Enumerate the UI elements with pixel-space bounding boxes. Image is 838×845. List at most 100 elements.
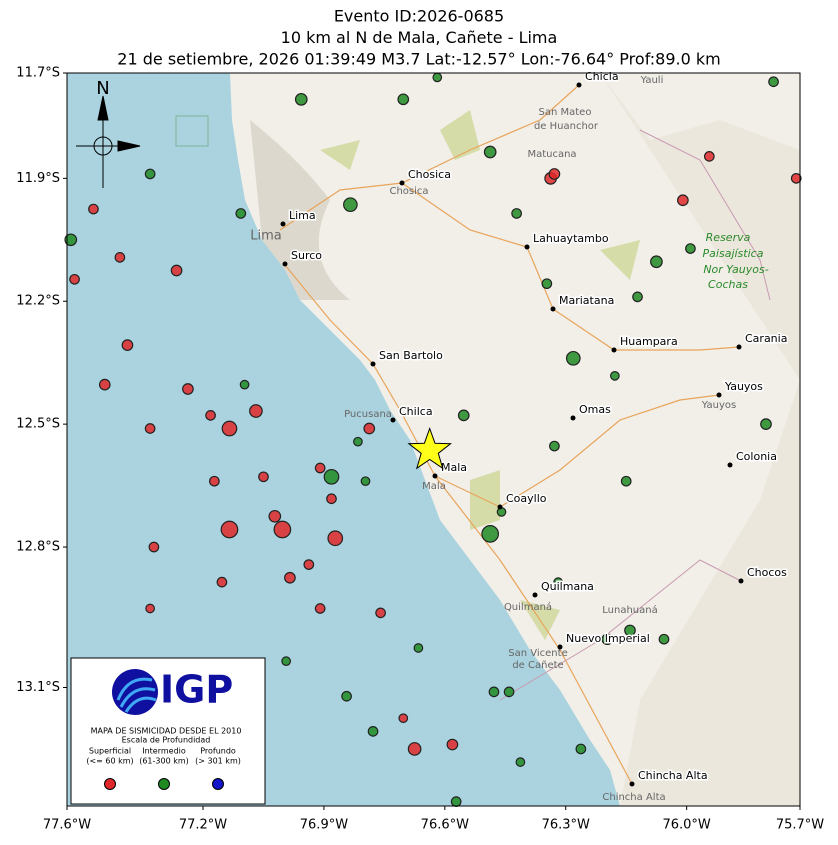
event-marker (397, 93, 410, 106)
event-marker (398, 713, 409, 724)
event-marker (541, 278, 553, 290)
event-marker (483, 145, 497, 159)
basemap-label: Lima (250, 229, 281, 244)
city-dot (629, 781, 635, 787)
legend-subtitle: Escala de Profundidad (122, 736, 211, 745)
legend: IGP MAPA DE SISMICIDAD DESDE EL 2010Escal… (70, 657, 266, 805)
event-marker (650, 255, 663, 269)
x-tick-label: 75.7°W (776, 818, 824, 833)
event-marker (685, 243, 696, 254)
event-marker (69, 273, 80, 285)
city-dot (280, 221, 286, 227)
legend-swatch (212, 778, 224, 790)
city-label: Chicla (585, 70, 619, 83)
city-dot (282, 261, 288, 267)
event-marker (249, 404, 263, 418)
city-dot (738, 578, 744, 584)
event-marker (235, 208, 247, 219)
legend-range: (> 301 km) (195, 757, 241, 766)
event-marker (144, 168, 156, 180)
event-marker (620, 475, 632, 487)
city-label: Nuevo Imperial (566, 632, 650, 645)
x-tick-label: 76.3°W (542, 818, 590, 833)
city-label: Colonia (736, 450, 777, 463)
event-marker (88, 203, 99, 215)
basemap-label: Pucusana (344, 409, 392, 420)
event-marker (148, 541, 160, 553)
basemap-label: Matucana (527, 149, 576, 160)
event-marker (363, 422, 376, 435)
event-marker (268, 509, 282, 523)
legend-title: MAPA DE SISMICIDAD DESDE EL 2010 (91, 727, 242, 736)
title: 10 km al N de Mala, Cañete - Lima (281, 28, 558, 47)
event-marker (481, 525, 500, 543)
event-marker (121, 339, 134, 351)
city-dot (399, 180, 405, 186)
city-dot (524, 244, 530, 250)
city-label: Lahuaytambo (533, 232, 609, 245)
event-marker (284, 571, 296, 584)
event-marker (326, 493, 337, 505)
city-dot (557, 644, 563, 650)
basemap-label: Mala (422, 481, 446, 492)
compass (76, 95, 141, 188)
city-label: Carania (745, 332, 787, 345)
basemap-label: Lunahuaná (602, 604, 657, 616)
event-marker (114, 251, 126, 263)
event-marker (258, 471, 269, 483)
city-dot (550, 306, 556, 312)
city-label: Chocos (747, 566, 787, 579)
city-label: Yauyos (724, 380, 763, 393)
event-marker (98, 378, 111, 391)
event-marker (314, 603, 326, 614)
title: Evento ID:2026-0685 (334, 7, 504, 26)
city-dot (570, 415, 576, 421)
city-dot (432, 473, 438, 479)
basemap-label: San Mateo (539, 107, 592, 118)
event-marker (548, 168, 561, 180)
north-label: N (96, 78, 109, 99)
event-marker (303, 559, 315, 570)
event-marker (565, 350, 581, 366)
event-marker (407, 742, 422, 756)
event-marker (450, 796, 462, 807)
event-marker (327, 530, 344, 547)
event-marker (170, 264, 183, 277)
city-dot (390, 417, 396, 423)
event-marker (341, 690, 352, 702)
x-tick-label: 77.2°W (179, 818, 227, 833)
basemap-label: Cochas (708, 278, 748, 291)
event-marker (610, 371, 620, 381)
city-dot (736, 344, 742, 350)
event-marker (703, 151, 715, 162)
y-tick-label: 12.2°S (16, 294, 60, 309)
city-label: Coayllo (506, 492, 547, 505)
event-marker (343, 197, 358, 213)
event-marker (575, 743, 587, 755)
y-tick-label: 12.8°S (16, 540, 60, 555)
city-dot (497, 504, 503, 510)
event-marker (413, 643, 424, 653)
event-marker (375, 607, 386, 619)
event-marker (281, 656, 291, 667)
event-marker (488, 686, 500, 698)
x-tick-label: 76.0°W (662, 818, 710, 833)
event-marker (632, 291, 643, 303)
basemap-label: Chincha Alta (602, 792, 665, 803)
basemap-label: Nor Yauyos- (703, 263, 768, 276)
city-dot (532, 592, 538, 598)
city-dot (576, 82, 582, 88)
basemap-label: Paisajística (703, 247, 764, 260)
basemap-label: Yauli (640, 75, 664, 86)
event-marker (677, 194, 689, 207)
event-marker (360, 476, 371, 487)
basemap-label: Yauyos (701, 400, 736, 411)
legend-swatch (104, 778, 116, 790)
basemap-label: Reserva (706, 231, 751, 244)
event-marker (145, 603, 155, 614)
legend-label: Intermedio (142, 747, 186, 756)
city-label: San Bartolo (379, 349, 443, 362)
city-label: Chincha Alta (638, 769, 708, 782)
legend-label: Profundo (200, 747, 236, 756)
